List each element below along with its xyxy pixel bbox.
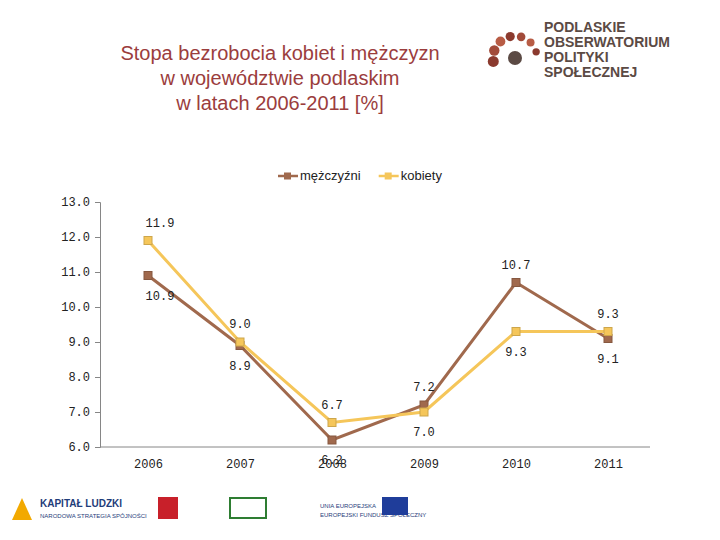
y-tick-label: 11.0 xyxy=(61,266,90,280)
series-marker xyxy=(144,237,152,245)
data-label: 9.1 xyxy=(597,353,619,367)
x-tick: 2006 xyxy=(134,447,163,472)
series-marker xyxy=(328,419,336,427)
data-label: 10.9 xyxy=(146,290,175,304)
legend-label: mężczyźni xyxy=(300,168,361,183)
partner-logo xyxy=(230,498,266,518)
chart: PODLASKIEOBSERWATORIUMPOLITYKISPOŁECZNEJ… xyxy=(0,0,720,540)
y-tick: 8.0 xyxy=(68,371,100,385)
logo-text: PODLASKIEOBSERWATORIUMPOLITYKISPOŁECZNEJ xyxy=(544,19,670,80)
x-tick-label: 2007 xyxy=(226,458,255,472)
y-tick: 10.0 xyxy=(61,301,100,315)
footer: KAPITAŁ LUDZKI NARODOWA STRATEGIA SPÓJNOŚ… xyxy=(12,497,426,520)
y-tick-mark xyxy=(95,447,100,448)
footer-logo-text: NARODOWA STRATEGIA SPÓJNOŚCI xyxy=(40,512,147,519)
kl-logo xyxy=(12,498,32,520)
y-tick: 11.0 xyxy=(61,266,100,280)
data-label: 11.9 xyxy=(146,217,175,231)
data-label: 7.0 xyxy=(413,426,435,440)
legend-marker xyxy=(385,173,392,180)
data-label: 8.9 xyxy=(229,360,251,374)
series-line xyxy=(148,276,608,441)
data-label: 10.7 xyxy=(502,259,531,273)
y-tick: 13.0 xyxy=(61,196,100,210)
y-tick-label: 6.0 xyxy=(68,441,90,455)
y-axis: 6.0 7.0 8.0 9.0 10.0 11.0 12.0 13.0 xyxy=(61,196,100,455)
footer-logo-text: KAPITAŁ LUDZKI xyxy=(40,498,122,509)
legend-label: kobiety xyxy=(401,168,443,183)
series-marker xyxy=(512,328,520,336)
logo-mark xyxy=(488,32,540,67)
eu-flag xyxy=(382,497,408,515)
y-tick: 12.0 xyxy=(61,231,100,245)
y-tick-label: 12.0 xyxy=(61,231,90,245)
series-marker xyxy=(512,279,520,287)
logo-dot xyxy=(496,37,506,47)
title: Stopa bezrobocia kobiet i mężczyznw woje… xyxy=(120,42,439,114)
logo-dot xyxy=(508,51,522,65)
logo-line: POLITYKI xyxy=(544,49,609,65)
y-tick-label: 7.0 xyxy=(68,406,90,420)
x-tick: 2010 xyxy=(502,447,531,472)
x-axis-line xyxy=(100,447,650,448)
logo-dot xyxy=(506,32,515,41)
data-label: 9.3 xyxy=(597,308,619,322)
logo-dot xyxy=(527,38,535,46)
footer-logo-text: UNIA EUROPEJSKA xyxy=(320,503,376,509)
logo-line: SPOŁECZNEJ xyxy=(544,64,637,80)
data-label: 7.2 xyxy=(413,381,435,395)
series-line xyxy=(148,241,608,423)
y-axis-line xyxy=(95,203,101,448)
x-axis: 2006 2007 2008 2009 2010 2011 xyxy=(100,447,650,472)
logo-line: OBSERWATORIUM xyxy=(544,34,670,50)
logo-dot xyxy=(489,45,499,55)
data-label: 6.7 xyxy=(321,399,343,413)
logo-dot xyxy=(517,33,526,42)
y-tick-mark xyxy=(95,307,100,308)
y-tick-label: 13.0 xyxy=(61,196,90,210)
y-tick-mark xyxy=(95,237,100,238)
y-tick-mark xyxy=(95,342,100,343)
x-tick-label: 2011 xyxy=(594,458,623,472)
legend-item: mężczyźni xyxy=(278,168,361,183)
data-labels: 10.9 8.9 6.2 7.2 10.7 9.1 11.9 9.0 6.7 7.0 9.3 9.3 xyxy=(146,217,619,469)
y-tick-mark xyxy=(95,412,100,413)
series-marker xyxy=(604,328,612,336)
y-tick-mark xyxy=(95,377,100,378)
logo-dot xyxy=(532,48,539,55)
plot-area xyxy=(144,237,612,445)
legend: mężczyźni kobiety xyxy=(278,168,442,183)
legend-marker xyxy=(284,173,291,180)
series-marker xyxy=(144,272,152,280)
data-label: 6.2 xyxy=(321,454,343,468)
logo-line: PODLASKIE xyxy=(544,19,626,35)
series-marker xyxy=(420,408,428,416)
data-label: 9.0 xyxy=(229,318,251,332)
coat-of-arms xyxy=(158,497,178,519)
x-tick: 2011 xyxy=(594,447,623,472)
logo-dot xyxy=(488,56,499,67)
y-tick: 6.0 xyxy=(68,441,100,455)
footer-logo-text: EUROPEJSKI FUNDUSZ SPOŁECZNY xyxy=(320,512,426,518)
y-tick: 9.0 xyxy=(68,336,100,350)
y-tick: 7.0 xyxy=(68,406,100,420)
y-tick-label: 8.0 xyxy=(68,371,90,385)
x-tick: 2009 xyxy=(410,447,439,472)
data-label: 9.3 xyxy=(505,346,527,360)
x-tick-label: 2006 xyxy=(134,458,163,472)
x-tick-label: 2009 xyxy=(410,458,439,472)
x-tick: 2007 xyxy=(226,447,255,472)
series-marker xyxy=(236,338,244,346)
legend-item: kobiety xyxy=(379,168,443,183)
y-tick-label: 10.0 xyxy=(61,301,90,315)
x-tick: 2008 xyxy=(318,447,347,472)
y-tick-mark xyxy=(95,272,100,273)
y-tick-mark xyxy=(95,202,100,203)
x-tick-label: 2010 xyxy=(502,458,531,472)
y-tick-label: 9.0 xyxy=(68,336,90,350)
series-marker xyxy=(328,436,336,444)
